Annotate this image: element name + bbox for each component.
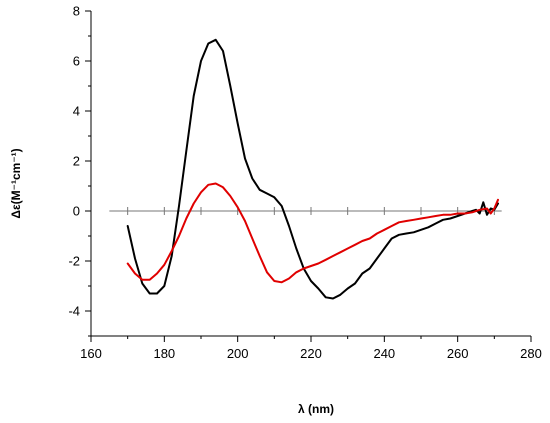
y-tick-label: -4 bbox=[68, 304, 80, 319]
series-line-1 bbox=[126, 38, 499, 300]
axes bbox=[85, 10, 532, 342]
y-axis-title: Δε(M⁻¹cm⁻¹) bbox=[9, 148, 23, 218]
x-tick-label: 280 bbox=[520, 346, 542, 361]
x-tick-label: 220 bbox=[300, 346, 322, 361]
y-tick-label: -2 bbox=[68, 254, 80, 269]
y-tick-label: 2 bbox=[73, 154, 80, 169]
y-tick-label: 8 bbox=[73, 4, 80, 19]
x-tick-label: 180 bbox=[153, 346, 175, 361]
x-axis-title: λ (nm) bbox=[298, 402, 334, 416]
x-tick-label: 160 bbox=[80, 346, 102, 361]
tick-labels: -4 -2 0 2 4 6 8 160 180 200 220 240 260 280 bbox=[68, 4, 541, 362]
x-tick-label: 260 bbox=[447, 346, 469, 361]
x-tick-label: 240 bbox=[373, 346, 395, 361]
x-tick-label: 200 bbox=[227, 346, 249, 361]
series-line-2 bbox=[126, 182, 499, 284]
y-tick-label: 6 bbox=[73, 54, 80, 69]
series-lines bbox=[126, 38, 499, 300]
y-tick-label: 0 bbox=[73, 204, 80, 219]
y-tick-label: 4 bbox=[73, 104, 80, 119]
